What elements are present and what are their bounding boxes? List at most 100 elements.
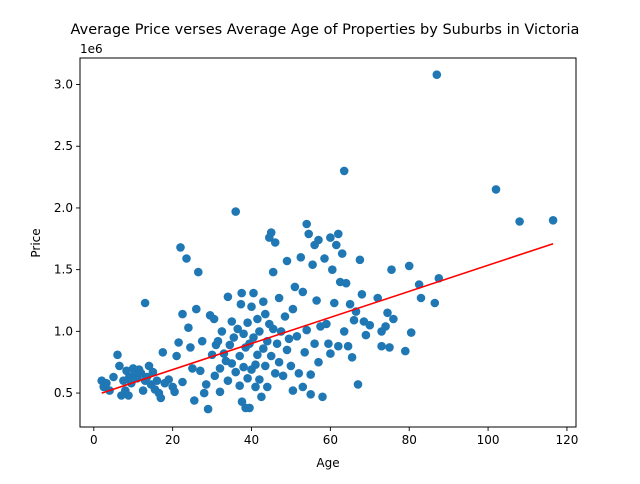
data-point-66 <box>227 317 237 326</box>
x-tick-label-5: 100 <box>477 433 500 447</box>
data-point-125 <box>296 252 306 262</box>
data-point-101 <box>263 382 272 392</box>
data-point-119 <box>286 361 296 371</box>
y-axis-label: Price <box>29 228 43 257</box>
data-point-44 <box>190 396 199 405</box>
y-scale-multiplier: 1e6 <box>80 42 103 56</box>
data-point-69 <box>231 207 240 216</box>
data-point-67 <box>227 359 237 368</box>
data-point-97 <box>259 344 268 353</box>
data-point-172 <box>383 308 392 318</box>
y-tick-label-3: 2.0 <box>54 201 73 215</box>
data-point-186 <box>548 216 558 225</box>
data-point-42 <box>186 343 195 352</box>
x-axis-label: Age <box>316 456 339 470</box>
data-point-121 <box>288 386 298 395</box>
data-point-145 <box>326 233 335 242</box>
data-point-154 <box>339 166 349 176</box>
data-point-153 <box>337 249 347 258</box>
data-point-143 <box>322 319 331 329</box>
data-point-75 <box>237 288 246 298</box>
data-point-92 <box>253 350 262 360</box>
data-point-110 <box>272 339 282 349</box>
data-point-137 <box>312 296 321 305</box>
data-point-115 <box>280 312 290 321</box>
y-tick-label-4: 2.5 <box>54 139 73 153</box>
data-point-72 <box>235 351 244 361</box>
data-point-34 <box>170 387 179 397</box>
data-point-81 <box>243 318 252 328</box>
data-point-25 <box>148 367 158 377</box>
data-point-151 <box>334 341 343 351</box>
data-point-54 <box>209 314 219 324</box>
data-point-105 <box>266 351 276 361</box>
data-point-89 <box>251 360 260 370</box>
data-point-122 <box>290 282 300 292</box>
data-point-144 <box>324 339 333 349</box>
data-point-45 <box>192 304 201 314</box>
data-point-68 <box>229 333 239 342</box>
data-point-76 <box>237 397 247 407</box>
y-tick-label-2: 1.5 <box>54 263 73 277</box>
data-point-87 <box>249 333 258 342</box>
data-point-48 <box>197 336 207 346</box>
data-point-162 <box>353 380 363 389</box>
data-point-155 <box>339 327 349 336</box>
data-point-132 <box>306 370 316 379</box>
data-point-126 <box>298 287 308 297</box>
data-point-108 <box>270 369 280 378</box>
data-point-116 <box>282 256 292 266</box>
data-point-40 <box>182 254 191 263</box>
data-point-159 <box>347 353 357 362</box>
trend-line <box>101 242 554 394</box>
data-point-150 <box>334 229 343 239</box>
data-point-41 <box>184 323 193 333</box>
data-point-130 <box>302 325 312 335</box>
data-point-156 <box>341 278 351 288</box>
data-point-30 <box>158 348 168 357</box>
data-point-131 <box>304 229 314 239</box>
data-point-93 <box>255 327 264 336</box>
data-point-36 <box>174 338 183 347</box>
data-point-11 <box>124 391 133 400</box>
data-point-142 <box>320 254 329 263</box>
data-point-94 <box>255 375 264 384</box>
data-point-19 <box>138 386 148 395</box>
data-point-171 <box>381 322 390 331</box>
data-point-20 <box>140 298 150 308</box>
data-point-166 <box>361 330 371 340</box>
data-point-178 <box>406 328 416 337</box>
data-point-57 <box>213 336 223 346</box>
data-point-43 <box>188 364 197 373</box>
data-point-164 <box>357 290 367 299</box>
data-point-104 <box>266 228 276 237</box>
data-point-160 <box>349 315 359 325</box>
data-point-71 <box>233 324 242 334</box>
data-point-74 <box>236 299 246 309</box>
data-point-148 <box>330 298 339 308</box>
x-tick-label-2: 40 <box>244 433 259 447</box>
data-point-146 <box>326 349 335 358</box>
data-point-88 <box>249 288 258 298</box>
data-point-185 <box>515 217 524 226</box>
data-point-106 <box>268 267 278 277</box>
data-point-181 <box>430 298 440 308</box>
data-point-23 <box>144 361 154 371</box>
data-point-5 <box>113 350 122 360</box>
y-tick-label-5: 3.0 <box>54 78 73 92</box>
data-point-107 <box>268 324 278 334</box>
data-point-177 <box>404 261 414 271</box>
data-point-70 <box>231 367 240 377</box>
y-tick-label-0: 0.5 <box>54 386 73 400</box>
data-point-32 <box>164 375 173 384</box>
data-point-111 <box>274 293 284 303</box>
data-point-84 <box>245 403 254 413</box>
data-point-59 <box>215 364 225 373</box>
data-point-90 <box>251 382 260 392</box>
points-layer <box>97 70 558 414</box>
data-point-64 <box>223 376 233 386</box>
data-point-78 <box>239 362 248 372</box>
x-tick-label-1: 20 <box>165 433 180 447</box>
data-point-49 <box>199 388 209 398</box>
